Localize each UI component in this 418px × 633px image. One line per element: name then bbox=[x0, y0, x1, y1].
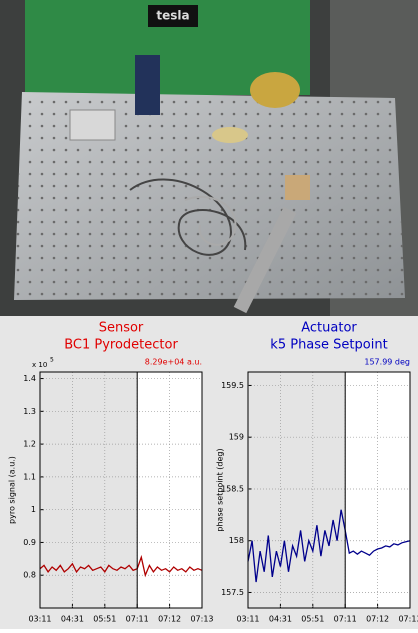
brass-part bbox=[250, 72, 300, 108]
y-tick-label: 1.4 bbox=[23, 374, 36, 383]
brass-part bbox=[212, 127, 248, 143]
x-tick-label: 07:11 bbox=[334, 615, 357, 624]
y-tick-label: 157.5 bbox=[221, 588, 244, 597]
x-tick-label: 05:51 bbox=[301, 615, 324, 624]
y-tick-label: 159 bbox=[229, 433, 244, 442]
y-tick-label: 1.3 bbox=[23, 407, 36, 416]
history-region bbox=[40, 372, 137, 608]
x-tick-label: 07:11 bbox=[126, 615, 149, 624]
chart-subtitle: BC1 Pyrodetector bbox=[64, 338, 178, 353]
y-tick-label: 158 bbox=[229, 536, 244, 545]
photo: tesla bbox=[0, 0, 418, 316]
y-tick-label: 158.5 bbox=[221, 484, 244, 493]
y-tick-label: 0.9 bbox=[23, 538, 36, 547]
y-tick-label: 1 bbox=[31, 505, 36, 514]
x-tick-label: 07:12 bbox=[366, 615, 389, 624]
block bbox=[285, 175, 310, 200]
y-tick-label: 159.5 bbox=[221, 381, 244, 390]
x-tick-label: 03:11 bbox=[28, 615, 51, 624]
x-tick-label: 04:31 bbox=[269, 615, 292, 624]
annotation: 157.99 deg bbox=[364, 358, 410, 367]
y-tick-label: 1.2 bbox=[23, 440, 36, 449]
x-tick-label: 07:13 bbox=[398, 615, 418, 624]
y-scale-exponent: 5 bbox=[50, 357, 54, 364]
history-region bbox=[248, 372, 345, 608]
detector bbox=[135, 55, 160, 115]
x-tick-label: 07:12 bbox=[158, 615, 181, 624]
y-scale-label: x 10 bbox=[32, 361, 47, 369]
chart-title: Actuator bbox=[301, 321, 357, 336]
y-tick-label: 0.8 bbox=[23, 571, 36, 580]
y-axis-label: phase setpoint (deg) bbox=[216, 448, 225, 531]
y-tick-label: 1.1 bbox=[23, 472, 36, 481]
mount bbox=[70, 110, 115, 140]
logo-text: tesla bbox=[156, 9, 189, 23]
x-tick-label: 04:31 bbox=[61, 615, 84, 624]
chart-subtitle: k5 Phase Setpoint bbox=[270, 338, 387, 353]
annotation: 8.29e+04 a.u. bbox=[145, 358, 202, 367]
x-tick-label: 07:13 bbox=[190, 615, 213, 624]
x-tick-label: 05:51 bbox=[93, 615, 116, 624]
x-tick-label: 03:11 bbox=[236, 615, 259, 624]
y-axis-label: pyro signal (a.u.) bbox=[8, 456, 17, 524]
chart-title: Sensor bbox=[99, 321, 144, 336]
